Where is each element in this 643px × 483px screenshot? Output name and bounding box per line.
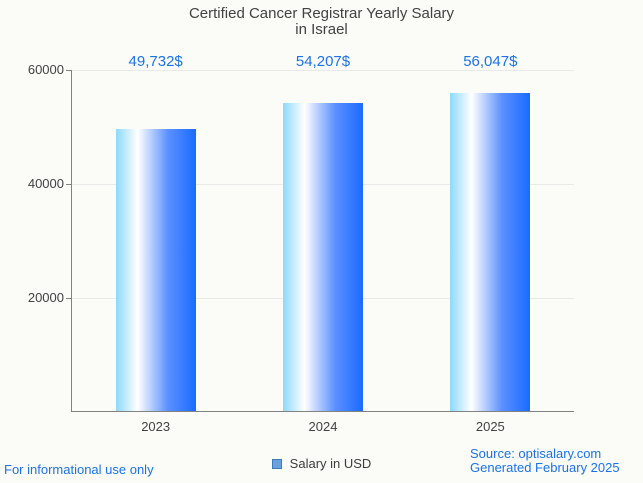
x-axis-label-2025: 2025 (475, 419, 505, 434)
bar-2023[interactable] (115, 128, 196, 411)
legend: Salary in USD (0, 456, 643, 471)
chart-title-line2: in Israel (295, 21, 348, 38)
bar-value-label-2024: 54,207$ (295, 53, 351, 70)
y-axis-tick (66, 183, 72, 185)
bar-2025[interactable] (450, 92, 531, 411)
y-axis-label: 40000 (27, 176, 64, 191)
y-axis-label: 60000 (27, 62, 64, 77)
bar-2024[interactable] (283, 103, 363, 411)
source-info: Source: optisalary.com Generated Februar… (470, 447, 620, 475)
source-link[interactable]: Source: optisalary.com (470, 446, 602, 461)
legend-label: Salary in USD (289, 456, 372, 471)
disclaimer-text: For informational use only (4, 462, 154, 477)
y-axis-label: 20000 (27, 290, 64, 305)
y-axis-tick (66, 69, 72, 71)
chart-title-line1: Certified Cancer Registrar Yearly Salary (188, 5, 455, 22)
x-axis-line (71, 411, 574, 412)
x-axis-label-2024: 2024 (308, 419, 338, 434)
gridline-60000 (72, 69, 574, 71)
chart-title: Certified Cancer Registrar Yearly Salary… (0, 6, 643, 38)
y-axis-line (71, 70, 72, 412)
y-axis-tick (66, 297, 72, 299)
generated-date: Generated February 2025 (470, 460, 620, 475)
bar-value-label-2023: 49,732$ (128, 53, 183, 70)
bar-value-label-2025: 56,047$ (463, 53, 518, 70)
legend-swatch (271, 458, 282, 469)
x-axis-label-2023: 2023 (141, 419, 171, 434)
